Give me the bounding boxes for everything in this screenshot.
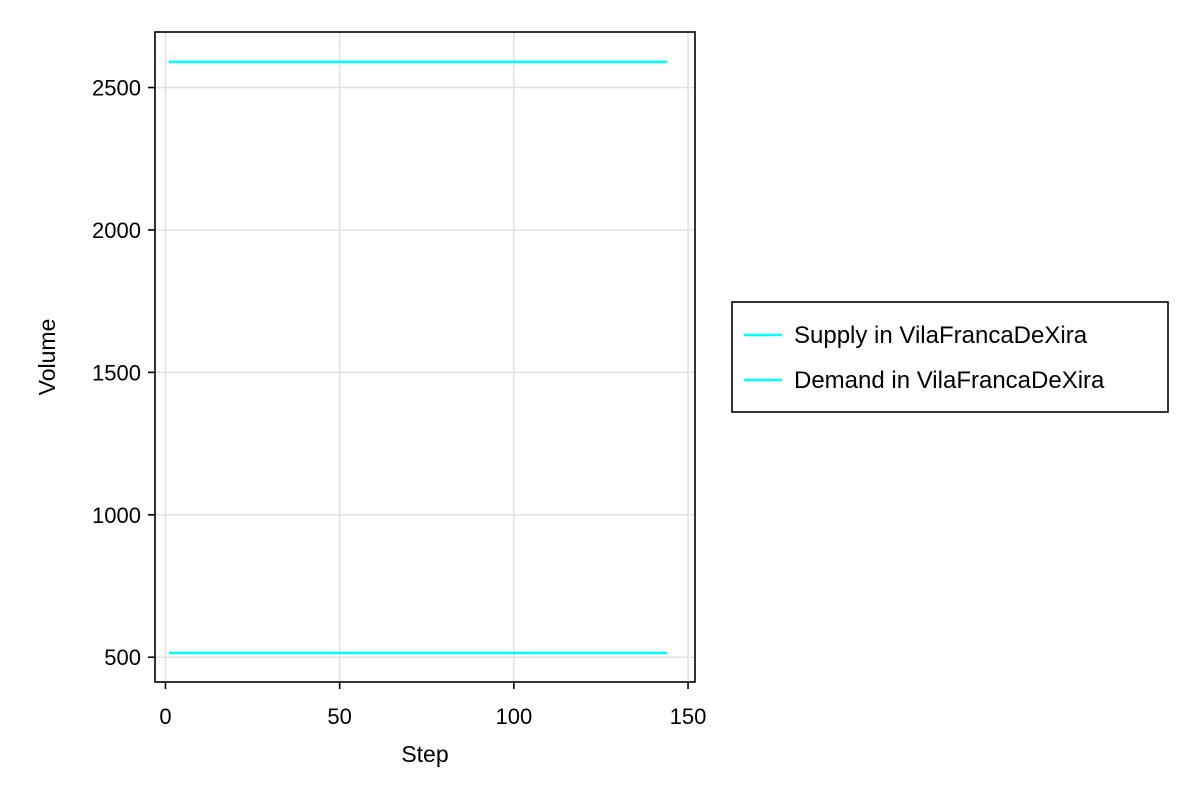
x-axis-label: Step (401, 741, 448, 767)
y-axis-label: Volume (34, 319, 60, 396)
series-lines (168, 60, 668, 655)
x-tick-label: 50 (327, 704, 351, 729)
x-tick-label: 100 (495, 704, 532, 729)
legend-label-demand: Demand in VilaFrancaDeXira (794, 367, 1105, 394)
legend-box (731, 301, 1169, 413)
y-tick-label: 2000 (92, 218, 141, 243)
y-tick-label: 1000 (92, 503, 141, 528)
y-tick-label: 2500 (92, 76, 141, 101)
axis-ticks: 0 50 100 150 500 1000 1500 2000 2500 (92, 76, 706, 729)
x-tick-label: 0 (159, 704, 171, 729)
plot-frame (154, 31, 696, 683)
x-tick-label: 150 (670, 704, 707, 729)
y-tick-label: 500 (104, 645, 141, 670)
grid (155, 32, 695, 682)
legend: Supply in VilaFrancaDeXira Demand in Vil… (731, 301, 1169, 413)
legend-label-supply: Supply in VilaFrancaDeXira (794, 322, 1088, 349)
y-tick-label: 1500 (92, 360, 141, 385)
